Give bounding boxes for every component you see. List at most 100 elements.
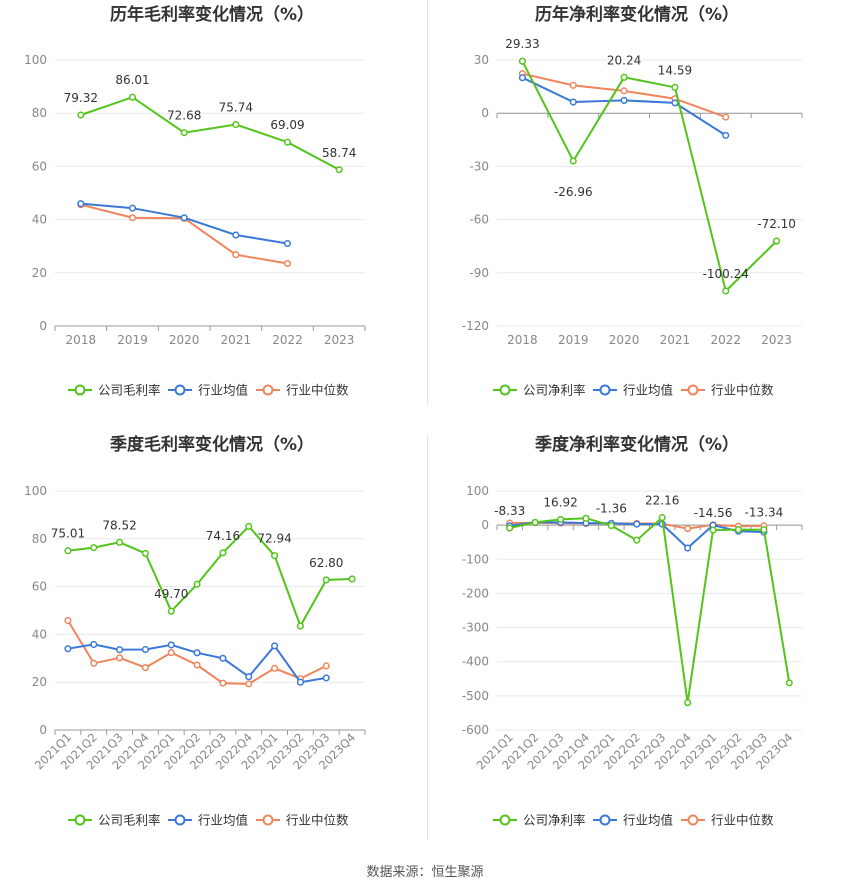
legend-label: 行业均值 (198, 383, 248, 398)
data-point (271, 664, 279, 672)
y-tick-label: 40 (32, 627, 47, 641)
y-tick-label: -300 (462, 621, 489, 635)
legend-marker (174, 814, 186, 826)
legend-item: 公司毛利率 (68, 383, 161, 398)
legend-marker (599, 814, 611, 826)
legend-marker (74, 384, 86, 396)
series-line-industry-average (80, 202, 288, 245)
data-point (232, 231, 240, 239)
data-point (180, 129, 188, 137)
data-point (90, 544, 98, 552)
data-point (684, 544, 692, 552)
data-point (128, 204, 137, 212)
data-point (760, 526, 768, 534)
data-label: 75.01 (51, 527, 85, 541)
data-label: 29.33 (505, 37, 539, 51)
data-label: 16.92 (543, 495, 577, 509)
data-point (219, 679, 227, 687)
data-label: 62.80 (309, 556, 343, 570)
data-point (531, 518, 539, 526)
data-point (633, 536, 641, 544)
y-tick-label: -600 (462, 723, 489, 737)
data-point (671, 83, 679, 91)
data-point (245, 522, 253, 530)
x-tick-label: 2023 (761, 333, 792, 347)
data-point (128, 93, 137, 101)
legend-marker (262, 814, 274, 826)
data-point (141, 549, 149, 557)
x-tick-label: 2022 (710, 333, 741, 347)
data-point (283, 239, 292, 248)
data-point (116, 646, 124, 654)
legend-label: 公司净利率 (523, 813, 586, 828)
data-point (116, 654, 124, 662)
quarterly-net-margin-chart: 季度净利率变化情况（%） -600 -500 -400 -300 -200 -100 0 100… (462, 434, 803, 828)
y-tick-label: -500 (462, 689, 489, 703)
y-tick-label: 100 (24, 53, 47, 67)
data-point (322, 576, 330, 584)
data-point (77, 111, 85, 119)
series-line-company (67, 524, 353, 629)
data-point (283, 259, 292, 268)
data-point (569, 98, 577, 106)
data-point (684, 699, 692, 707)
chart-panel-quarterly-gross: 季度毛利率变化情况（%） 0 20 40 60 80 100 2021Q1 2021Q2 2021… (0, 430, 425, 860)
data-point (167, 641, 175, 649)
legend-item: 行业中位数 (681, 813, 774, 828)
data-point (582, 514, 590, 522)
chart-panel-annual-net: 历年净利率变化情况（%） -120 -90 -60 -30 0 30 2018 2019 2020… (425, 0, 850, 430)
data-label: 14.59 (658, 63, 692, 77)
data-label: -8.33 (494, 504, 525, 518)
y-tick-label: -400 (462, 655, 489, 669)
data-point (658, 514, 666, 522)
data-point (684, 525, 692, 533)
data-point (141, 645, 149, 654)
legend-label: 行业中位数 (286, 383, 349, 398)
data-label: -14.56 (694, 506, 733, 520)
data-point (193, 649, 201, 657)
data-label: 79.32 (64, 91, 98, 105)
data-point (607, 522, 615, 530)
x-tick-label: 2020 (609, 333, 640, 347)
series-line-company (521, 60, 778, 293)
x-tick-label: 2020 (169, 333, 200, 347)
data-point (232, 120, 240, 129)
y-tick-label: 60 (32, 159, 47, 173)
x-tick-label: 2018 (507, 333, 538, 347)
data-point (348, 575, 356, 583)
legend-label: 行业均值 (623, 813, 673, 828)
data-point (245, 680, 253, 688)
data-point (90, 659, 98, 667)
data-point (232, 251, 240, 259)
data-point (90, 640, 98, 648)
y-tick-label: -120 (462, 319, 489, 333)
annual-net-margin-chart: 历年净利率变化情况（%） -120 -90 -60 -30 0 30 2018 2019 2020… (462, 4, 803, 398)
quarterly-gross-margin-chart: 季度毛利率变化情况（%）0204060801002021Q12021Q22021… (24, 434, 366, 828)
legend-item: 行业均值 (168, 813, 248, 828)
y-tick-label: -200 (462, 586, 489, 600)
y-tick-label: 80 (32, 532, 47, 546)
data-point (64, 547, 72, 555)
data-label: 72.94 (257, 532, 291, 546)
legend-item: 公司毛利率 (68, 813, 161, 828)
annual-gross-margin-chart: 历年毛利率变化情况（%） 0 20 40 60 80 100 2018 2019 2020 2021… (24, 4, 366, 398)
legend-label: 公司毛利率 (98, 813, 161, 828)
data-point (271, 642, 279, 650)
data-point (620, 73, 628, 81)
legend-item: 公司净利率 (493, 813, 586, 828)
data-point (219, 654, 227, 662)
y-tick-label: 40 (32, 213, 47, 227)
legend-marker (74, 814, 86, 826)
chart-title: 历年净利率变化情况（%） (535, 4, 739, 25)
panel-divider (427, 435, 428, 840)
data-label: 86.01 (115, 73, 149, 87)
legend-item: 行业均值 (593, 383, 673, 398)
data-label: 75.74 (219, 101, 253, 115)
x-tick-label: 2021 (221, 333, 252, 347)
data-point (506, 524, 514, 532)
data-point (722, 131, 730, 139)
data-point (271, 552, 279, 560)
data-point (322, 662, 330, 670)
data-point (116, 538, 124, 546)
data-point (569, 157, 577, 165)
